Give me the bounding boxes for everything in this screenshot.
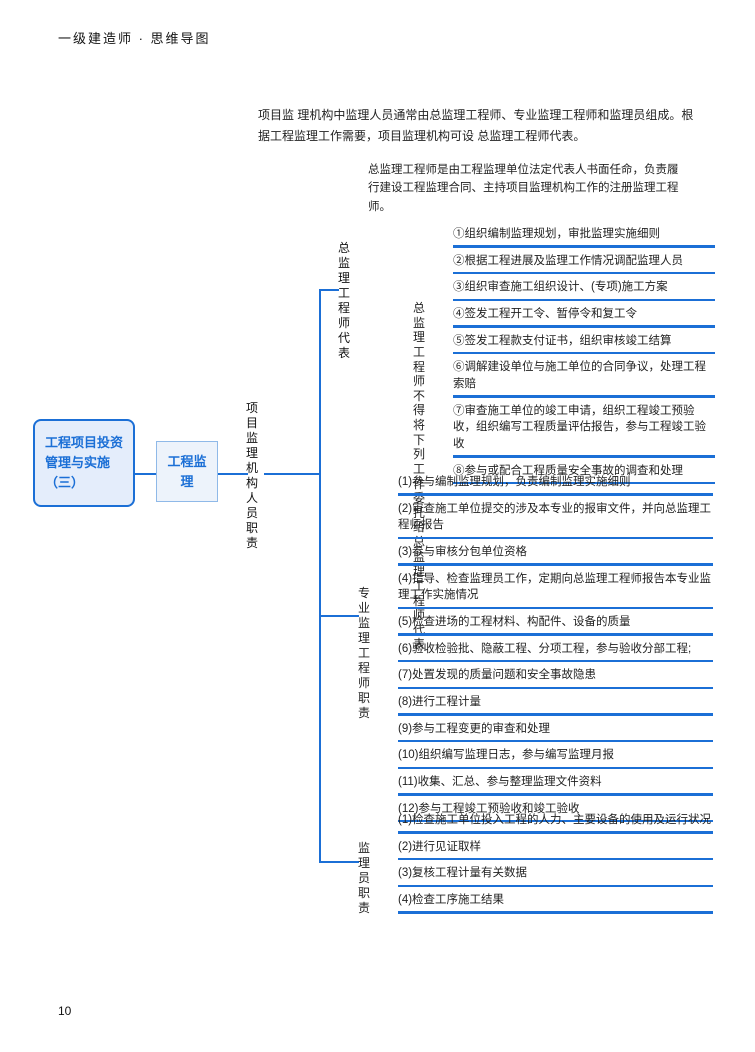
- list-item: ⑦审查施工单位的竣工申请，组织工程竣工预验收，组织编写工程质量评估报告，参与工程…: [453, 400, 715, 458]
- page-title: 一级建造师 · 思维导图: [58, 28, 723, 47]
- list-item: (11)收集、汇总、参与整理监理文件资料: [398, 771, 713, 796]
- list-item: (4)指导、检查监理员工作，定期向总监理工程师报告本专业监理工作实施情况: [398, 568, 713, 609]
- list-item: ②根据工程进展及监理工作情况调配监理人员: [453, 250, 715, 275]
- pro-list: (1)参与编制监理规划，负责编制监理实施细则 (2)审查施工单位提交的涉及本专业…: [398, 471, 713, 824]
- list-item: (10)组织编写监理日志，参与编写监理月报: [398, 744, 713, 769]
- list-item: (4)检查工序施工结果: [398, 889, 713, 914]
- list-item: ⑥调解建设单位与施工单位的合同争议，处理工程索赔: [453, 356, 715, 397]
- note-chief: 总监理工程师是由工程监理单位法定代表人书面任命，负责履行建设工程监理合同、主持项…: [368, 161, 688, 216]
- intro-text: 项目监 理机构中监理人员通常由总监理工程师、专业监理工程师和监理员组成。根据工程…: [258, 105, 698, 147]
- list-item: ③组织审查施工组织设计、(专项)施工方案: [453, 276, 715, 301]
- list-item: (7)处置发现的质量问题和安全事故隐患: [398, 664, 713, 689]
- node-pro: 专业监理工程师职责: [358, 586, 372, 721]
- node-insp: 监理员职责: [358, 841, 372, 916]
- list-item: (5)检查进场的工程材料、构配件、设备的质量: [398, 611, 713, 636]
- list-item: (1)检查施工单位投入工程的人力、主要设备的使用及运行状况: [398, 809, 713, 834]
- chief-list: ①组织编制监理规划，审批监理实施细则 ②根据工程进展及监理工作情况调配监理人员 …: [453, 223, 715, 486]
- page-number: 10: [58, 1004, 71, 1018]
- root-node: 工程项目投资管理与实施（三）: [33, 419, 135, 507]
- list-item: (2)进行见证取样: [398, 836, 713, 861]
- list-item: ⑤签发工程款支付证书，组织审核竣工结算: [453, 330, 715, 355]
- insp-list: (1)检查施工单位投入工程的人力、主要设备的使用及运行状况 (2)进行见证取样 …: [398, 809, 713, 916]
- list-item: (8)进行工程计量: [398, 691, 713, 716]
- list-item: (3)参与审核分包单位资格: [398, 541, 713, 566]
- list-item: (6)验收检验批、隐蔽工程、分项工程，参与验收分部工程;: [398, 638, 713, 663]
- level1-node: 工程监理: [156, 441, 218, 502]
- list-item: ①组织编制监理规划，审批监理实施细则: [453, 223, 715, 248]
- list-item: (1)参与编制监理规划，负责编制监理实施细则: [398, 471, 713, 496]
- list-item: (3)复核工程计量有关数据: [398, 862, 713, 887]
- list-item: (9)参与工程变更的审查和处理: [398, 718, 713, 743]
- list-item: ④签发工程开工令、暂停令和复工令: [453, 303, 715, 328]
- mindmap: 工程项目投资管理与实施（三） 工程监理 项目监理机构人员职责 总监理工程师是由工…: [58, 161, 723, 981]
- list-item: (2)审查施工单位提交的涉及本专业的报审文件，并向总监理工程师报告: [398, 498, 713, 539]
- node-chief: 总监理工程师代表: [338, 241, 352, 361]
- level2-node: 项目监理机构人员职责: [246, 401, 260, 551]
